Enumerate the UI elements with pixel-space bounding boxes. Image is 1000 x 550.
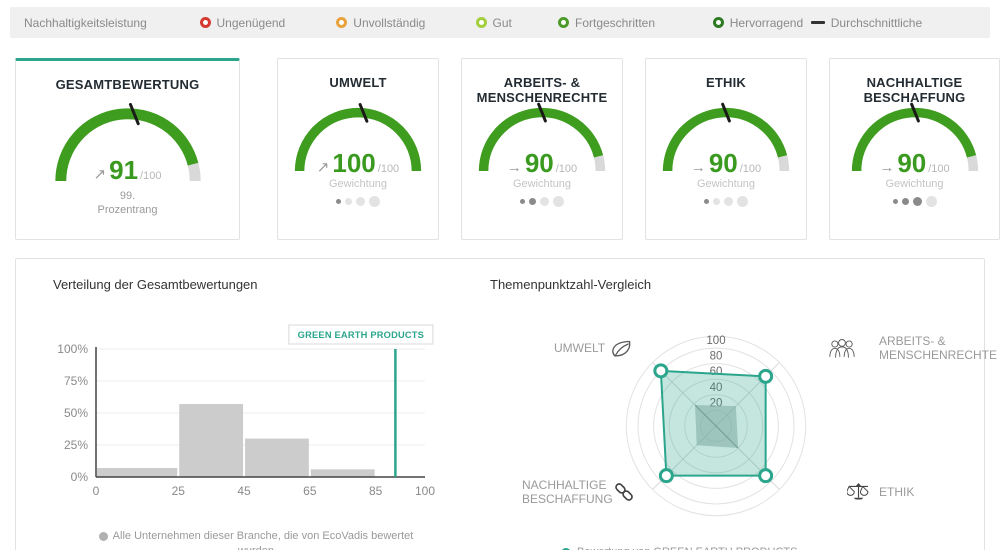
svg-text:25: 25 [172, 484, 186, 498]
svg-text:45: 45 [237, 484, 251, 498]
svg-text:25%: 25% [64, 438, 88, 452]
svg-text:50%: 50% [64, 406, 88, 420]
svg-text:GREEN EARTH PRODUCTS: GREEN EARTH PRODUCTS [298, 330, 424, 340]
svg-text:100: 100 [706, 335, 725, 347]
svg-text:85: 85 [369, 484, 383, 498]
svg-text:75%: 75% [64, 374, 88, 388]
svg-text:0%: 0% [71, 470, 89, 484]
svg-text:100: 100 [415, 484, 435, 498]
svg-text:0: 0 [93, 484, 100, 498]
svg-text:65: 65 [303, 484, 317, 498]
svg-text:100%: 100% [57, 342, 88, 356]
svg-text:80: 80 [710, 351, 723, 363]
